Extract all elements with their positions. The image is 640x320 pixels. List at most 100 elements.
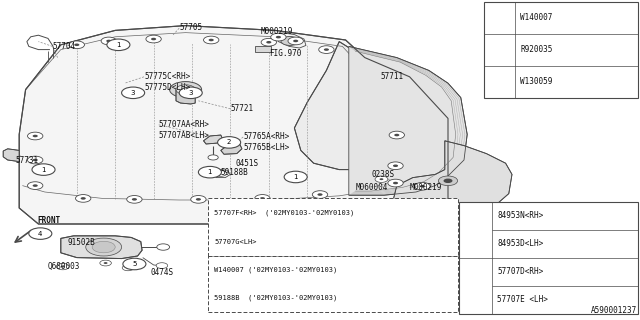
Text: 57775C<RH>: 57775C<RH> xyxy=(144,72,190,81)
Circle shape xyxy=(123,258,146,270)
Text: 3: 3 xyxy=(131,90,136,96)
Bar xyxy=(208,198,458,256)
Circle shape xyxy=(86,238,122,256)
Text: 57707E <LH>: 57707E <LH> xyxy=(497,295,548,304)
Circle shape xyxy=(196,198,201,201)
Polygon shape xyxy=(221,145,242,154)
Circle shape xyxy=(389,131,404,139)
Circle shape xyxy=(28,156,43,164)
Text: W140007: W140007 xyxy=(520,13,553,22)
Text: 57707AA<RH>: 57707AA<RH> xyxy=(159,120,209,129)
Circle shape xyxy=(126,267,130,269)
Circle shape xyxy=(106,40,111,42)
Circle shape xyxy=(28,182,43,189)
Polygon shape xyxy=(294,42,461,170)
Circle shape xyxy=(176,85,195,94)
Circle shape xyxy=(92,241,115,253)
Circle shape xyxy=(191,196,206,203)
Circle shape xyxy=(324,48,329,51)
Circle shape xyxy=(266,41,271,44)
Text: M000219: M000219 xyxy=(261,28,294,36)
Circle shape xyxy=(204,36,219,44)
Circle shape xyxy=(56,263,69,270)
Text: 57731: 57731 xyxy=(15,156,38,165)
Circle shape xyxy=(464,224,487,236)
Text: Q680003: Q680003 xyxy=(48,262,81,271)
Circle shape xyxy=(29,228,52,239)
Circle shape xyxy=(33,135,38,137)
Circle shape xyxy=(490,44,510,55)
Polygon shape xyxy=(394,141,512,214)
Circle shape xyxy=(420,185,425,188)
Circle shape xyxy=(100,260,111,266)
Text: FIG.970: FIG.970 xyxy=(269,49,301,58)
Circle shape xyxy=(170,82,202,98)
Text: R920035: R920035 xyxy=(520,45,553,54)
Bar xyxy=(459,202,638,314)
Polygon shape xyxy=(349,46,467,195)
Text: 57707F<RH>  ('02MY0103-'02MY0103): 57707F<RH> ('02MY0103-'02MY0103) xyxy=(214,210,355,216)
Text: 5: 5 xyxy=(474,283,477,289)
Bar xyxy=(484,2,638,98)
Circle shape xyxy=(312,191,328,198)
Text: 3: 3 xyxy=(188,90,193,96)
Text: 84953D<LH>: 84953D<LH> xyxy=(497,239,543,248)
Polygon shape xyxy=(3,149,19,162)
Circle shape xyxy=(208,155,218,160)
Circle shape xyxy=(271,33,286,41)
Text: 5: 5 xyxy=(132,261,136,267)
Circle shape xyxy=(415,182,430,190)
Text: M060004: M060004 xyxy=(355,183,388,192)
Text: W140007 ('02MY0103-'02MY0103): W140007 ('02MY0103-'02MY0103) xyxy=(214,267,338,273)
Circle shape xyxy=(261,38,276,46)
Circle shape xyxy=(288,37,303,45)
Text: 1: 1 xyxy=(207,169,212,175)
Circle shape xyxy=(375,176,388,182)
Text: 57707G<LH>: 57707G<LH> xyxy=(214,239,257,244)
Text: 57721: 57721 xyxy=(230,104,253,113)
Circle shape xyxy=(156,263,168,268)
Circle shape xyxy=(218,137,241,148)
Text: 91502B: 91502B xyxy=(67,238,95,247)
Bar xyxy=(208,256,458,312)
Circle shape xyxy=(107,39,130,51)
Text: 59188B  ('02MY0103-'02MY0103): 59188B ('02MY0103-'02MY0103) xyxy=(214,295,338,301)
Circle shape xyxy=(101,37,116,45)
Text: 84953N<RH>: 84953N<RH> xyxy=(497,211,543,220)
Polygon shape xyxy=(176,90,195,104)
Circle shape xyxy=(438,176,458,186)
Text: M000219: M000219 xyxy=(410,183,442,192)
Circle shape xyxy=(393,164,398,167)
Circle shape xyxy=(32,164,55,175)
Text: 0474S: 0474S xyxy=(150,268,173,277)
Circle shape xyxy=(444,179,452,183)
Text: 57707AB<LH>: 57707AB<LH> xyxy=(159,131,209,140)
Circle shape xyxy=(122,87,145,99)
Circle shape xyxy=(127,196,142,203)
Text: 57765B<LH>: 57765B<LH> xyxy=(243,143,289,152)
Text: FRONT: FRONT xyxy=(37,216,60,225)
Circle shape xyxy=(276,36,281,38)
Bar xyxy=(255,46,271,52)
Text: 1: 1 xyxy=(293,174,298,180)
Circle shape xyxy=(33,184,38,187)
Circle shape xyxy=(215,171,227,176)
Text: 57704: 57704 xyxy=(52,42,76,51)
Text: 57765A<RH>: 57765A<RH> xyxy=(243,132,289,141)
Circle shape xyxy=(198,166,221,178)
Circle shape xyxy=(490,76,510,87)
Text: 2: 2 xyxy=(498,47,502,52)
Text: 4: 4 xyxy=(38,231,42,236)
Circle shape xyxy=(76,195,91,202)
Text: 57705: 57705 xyxy=(179,23,202,32)
Circle shape xyxy=(388,179,403,187)
Circle shape xyxy=(393,182,398,184)
Text: A590001237: A590001237 xyxy=(591,306,637,315)
Circle shape xyxy=(81,197,86,200)
Circle shape xyxy=(61,266,65,268)
Circle shape xyxy=(464,280,487,291)
Circle shape xyxy=(317,193,323,196)
Circle shape xyxy=(281,36,299,45)
Text: 57711: 57711 xyxy=(381,72,404,81)
Text: 57707D<RH>: 57707D<RH> xyxy=(497,267,543,276)
